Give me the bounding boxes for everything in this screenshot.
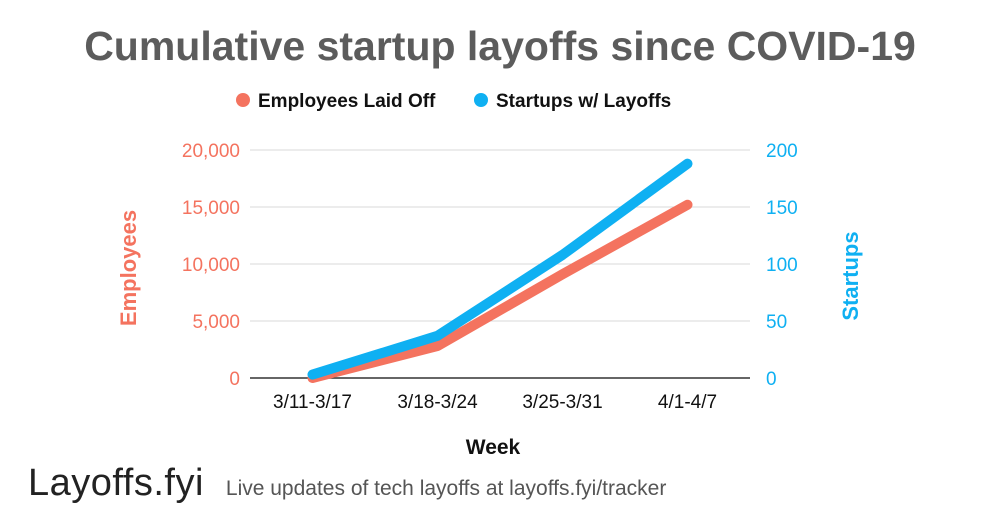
x-tick-label: 3/18-3/24 [397,392,478,413]
legend-label-employees: Employees Laid Off [258,91,436,112]
brand-logo[interactable]: Layoffs.fyi [28,462,204,504]
legend-marker-startups [474,93,488,107]
right-tick-label: 0 [766,369,777,390]
legend: Employees Laid Off Startups w/ Layoffs [236,91,671,112]
grid-lines [250,149,750,379]
right-axis-label: Startups [838,231,863,320]
series-line-employees [307,199,693,383]
left-axis-label: Employees [116,210,141,326]
left-tick-label: 5,000 [192,312,240,333]
right-tick-label: 50 [766,312,787,333]
footer: Layoffs.fyi Live updates of tech layoffs… [28,462,666,505]
left-axis-ticks: 0 5,000 10,000 15,000 20,000 [182,141,240,390]
legend-marker-employees [236,93,250,107]
legend-label-startups: Startups w/ Layoffs [496,91,671,112]
right-tick-label: 200 [766,141,798,162]
x-axis-label: Week [466,436,521,459]
chart-title: Cumulative startup layoffs since COVID-1… [84,23,916,69]
left-tick-label: 15,000 [182,198,240,219]
series-lines [307,158,693,383]
x-axis-ticks: 3/11-3/17 3/18-3/24 3/25-3/31 4/1-4/7 [273,392,717,413]
right-tick-label: 150 [766,198,798,219]
left-tick-label: 0 [229,369,240,390]
left-tick-label: 10,000 [182,255,240,276]
x-tick-label: 3/11-3/17 [273,392,352,413]
x-tick-label: 3/25-3/31 [522,392,602,413]
x-tick-label: 4/1-4/7 [658,392,717,413]
left-tick-label: 20,000 [182,141,240,162]
right-axis-ticks: 0 50 100 150 200 [766,141,798,390]
right-tick-label: 100 [766,255,798,276]
tagline: Live updates of tech layoffs at layoffs.… [225,477,667,500]
series-line-startups [307,158,693,380]
